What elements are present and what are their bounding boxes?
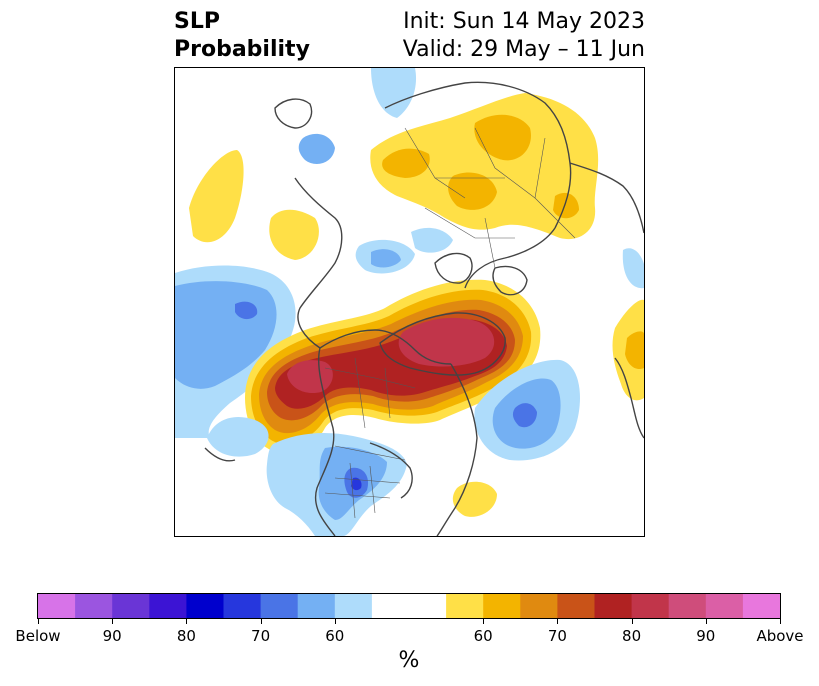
colorbar-swatch	[38, 594, 76, 618]
colorbar-swatch	[705, 594, 744, 618]
valid-dates: Valid: 29 May – 11 Jun	[402, 37, 645, 62]
colorbar-swatch	[742, 594, 780, 618]
colorbar-tick-label: Above	[756, 627, 804, 645]
anomaly-below-east-asia	[622, 248, 644, 289]
anomaly-gold-eurasia-3	[448, 172, 497, 210]
coastlines	[204, 81, 644, 536]
colorbar	[37, 593, 781, 619]
colorbar-tick-label: 90	[102, 627, 122, 645]
probability-map	[175, 68, 644, 536]
anomaly-gold-eurasia-1	[382, 148, 430, 178]
colorbar-tick-mark	[557, 619, 559, 624]
anomaly-above-core-greenland	[398, 317, 495, 367]
anomaly-below-north-atlantic-core	[512, 403, 537, 428]
anomaly-below-scandinavia	[411, 227, 453, 253]
colorbar-tick-label: 60	[325, 627, 345, 645]
colorbar-swatch	[520, 594, 558, 618]
colorbar-swatch	[409, 594, 447, 618]
colorbar-swatches	[38, 594, 780, 618]
colorbar-tick-mark	[705, 619, 707, 624]
anomaly-gold-eurasia-2	[474, 114, 531, 161]
colorbar-swatch	[594, 594, 633, 618]
anomaly-below-northeast-pacific	[207, 417, 269, 457]
colorbar-tick-label: Below	[15, 627, 61, 645]
map-panel	[174, 67, 645, 537]
colorbar-swatch	[223, 594, 262, 618]
colorbar-swatch	[371, 594, 410, 618]
anomaly-above-eurasia	[370, 93, 599, 240]
colorbar-tick-label: 80	[176, 627, 196, 645]
date-info: Init: Sun 14 May 2023 Valid: 29 May – 11…	[403, 8, 645, 64]
colorbar-swatch	[297, 594, 336, 618]
anomaly-gold-east-edge	[625, 331, 644, 370]
init-date: Init: Sun 14 May 2023	[403, 9, 645, 34]
colorbar-swatch	[186, 594, 224, 618]
anomaly-below-west-pacific-core	[235, 301, 258, 320]
colorbar-swatch	[483, 594, 521, 618]
political-boundaries	[324, 127, 576, 519]
anomaly-above-bering	[269, 209, 319, 260]
colorbar-swatch	[75, 594, 113, 618]
anomaly-above-north-pacific	[189, 150, 244, 243]
colorbar-tick-label: 60	[473, 627, 493, 645]
colorbar-swatch	[557, 594, 595, 618]
colorbar-swatch	[668, 594, 707, 618]
colorbar-swatch	[260, 594, 299, 618]
colorbar-tick-label: 90	[696, 627, 716, 645]
title-line-probability: Probability	[174, 37, 310, 62]
colorbar-tick-mark	[780, 619, 781, 624]
colorbar-swatch	[149, 594, 187, 618]
colorbar-tick-mark	[38, 619, 39, 624]
colorbar-tick-mark	[334, 619, 336, 624]
colorbar-tick-mark	[112, 619, 114, 624]
plot-title: SLP Probability	[174, 8, 310, 64]
colorbar-tick-label: 70	[251, 627, 271, 645]
colorbar-swatch	[334, 594, 373, 618]
colorbar-tick-mark	[483, 619, 485, 624]
anomaly-below-arctic-2	[298, 133, 335, 164]
colorbar-tick-mark	[186, 619, 188, 624]
colorbar-swatch	[112, 594, 150, 618]
anomaly-below-arctic-1	[371, 68, 417, 118]
colorbar-tick-mark	[260, 619, 262, 624]
colorbar-tick-label: 70	[547, 627, 567, 645]
colorbar-tick-label: 80	[622, 627, 642, 645]
title-line-slp: SLP	[174, 9, 220, 34]
colorbar-swatch	[631, 594, 670, 618]
colorbar-swatch	[446, 594, 484, 618]
colorbar-tick-mark	[631, 619, 633, 624]
anomaly-below-hudson-mid	[371, 249, 401, 268]
colorbar-label: %	[398, 648, 420, 673]
anomaly-gold-eurasia-4	[553, 192, 579, 219]
anomaly-below-us-dark	[351, 477, 362, 491]
